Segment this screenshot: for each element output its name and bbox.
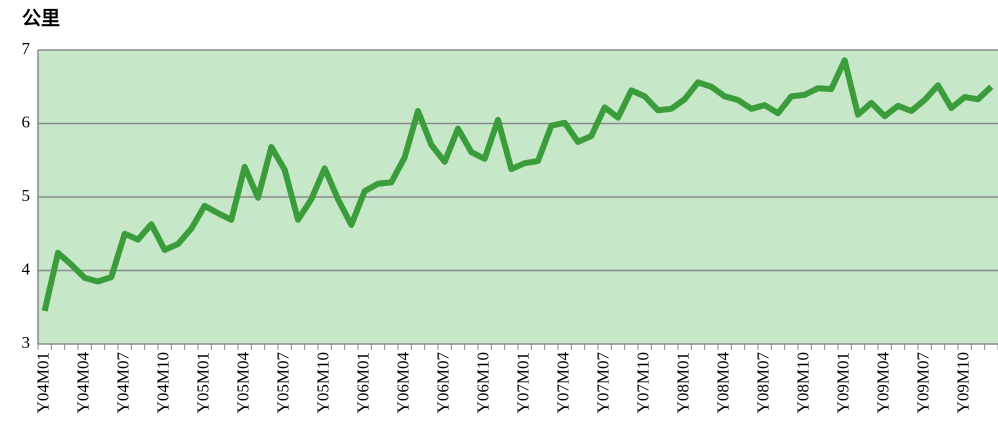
- y-tick-label: 3: [22, 333, 31, 352]
- x-tick-label: Y08M10: [794, 352, 813, 413]
- y-tick-label: 5: [22, 186, 31, 205]
- x-tick-label: Y04M10: [154, 352, 173, 413]
- x-tick-label: Y08M01: [674, 352, 693, 413]
- x-tick-label: Y07M01: [514, 352, 533, 413]
- x-tick-label: Y06M10: [474, 352, 493, 413]
- data-line: [41, 57, 994, 312]
- x-tick-label: Y06M07: [434, 352, 453, 414]
- x-tick-label: Y09M07: [914, 352, 933, 414]
- x-tick-label: Y07M10: [634, 352, 653, 413]
- x-tick-label: Y09M10: [954, 352, 973, 413]
- x-tick-label: Y04M04: [74, 352, 93, 414]
- x-tick-label: Y05M10: [314, 352, 333, 413]
- x-tick-label: Y09M04: [874, 352, 893, 414]
- x-tick-label: Y04M07: [114, 352, 133, 414]
- x-tick-label: Y06M04: [394, 352, 413, 414]
- y-tick-label: 7: [22, 39, 31, 58]
- x-tick-label: Y06M01: [354, 352, 373, 413]
- y-axis-label: 公里: [22, 7, 60, 29]
- x-tick-label: Y04M01: [34, 352, 53, 413]
- y-tick-label: 4: [22, 259, 31, 278]
- x-tick-label: Y08M07: [754, 352, 773, 414]
- y-tick-label: 6: [22, 112, 31, 131]
- x-tick-label: Y08M04: [714, 352, 733, 414]
- x-tick-label: Y05M07: [274, 352, 293, 414]
- x-tick-label: Y07M04: [554, 352, 573, 414]
- x-tick-label: Y05M04: [234, 352, 253, 414]
- x-tick-label: Y09M01: [834, 352, 853, 413]
- x-tick-label: Y05M01: [194, 352, 213, 413]
- x-tick-label: Y07M07: [594, 352, 613, 414]
